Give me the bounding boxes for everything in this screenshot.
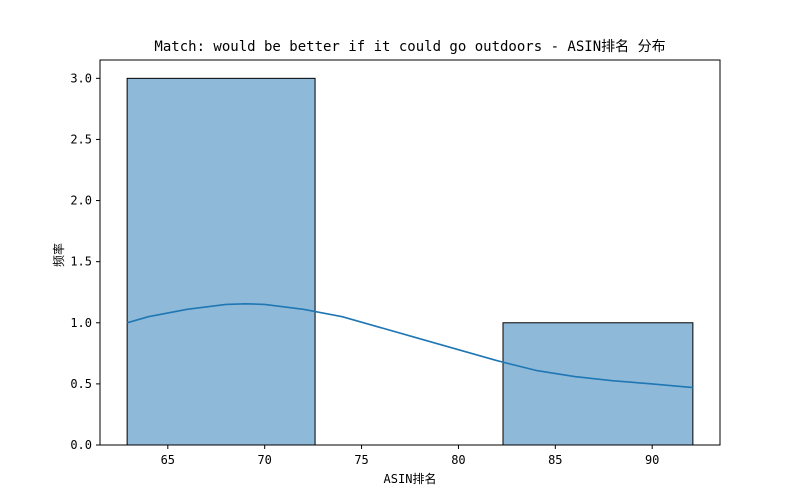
x-tick-label: 85 [548,453,562,467]
y-axis-label: 频率 [51,243,66,267]
x-tick-label: 75 [354,453,368,467]
histogram-bar-1 [126,77,316,446]
y-tick-label: 1.5 [70,255,92,269]
chart-title: Match: would be better if it could go ou… [154,39,665,55]
x-tick-label: 80 [451,453,465,467]
y-tick-label: 2.5 [70,132,92,146]
x-tick-label: 70 [257,453,271,467]
x-tick-label: 65 [161,453,175,467]
plot-frame [99,59,721,446]
y-tick-label: 0.0 [70,438,92,452]
y-tick-label: 1.0 [70,316,92,330]
kde-line [126,302,693,389]
x-axis-label: ASIN排名 [384,471,437,486]
x-axis: 65 70 75 80 85 90 [161,445,659,467]
y-axis: 0.0 0.5 1.0 1.5 2.0 2.5 3.0 [70,71,100,452]
y-tick-label: 3.0 [70,71,92,85]
histogram-bar-3 [502,322,694,446]
plot-area [99,59,721,446]
x-tick-label: 90 [645,453,659,467]
y-tick-label: 0.5 [70,377,92,391]
y-tick-label: 2.0 [70,194,92,208]
